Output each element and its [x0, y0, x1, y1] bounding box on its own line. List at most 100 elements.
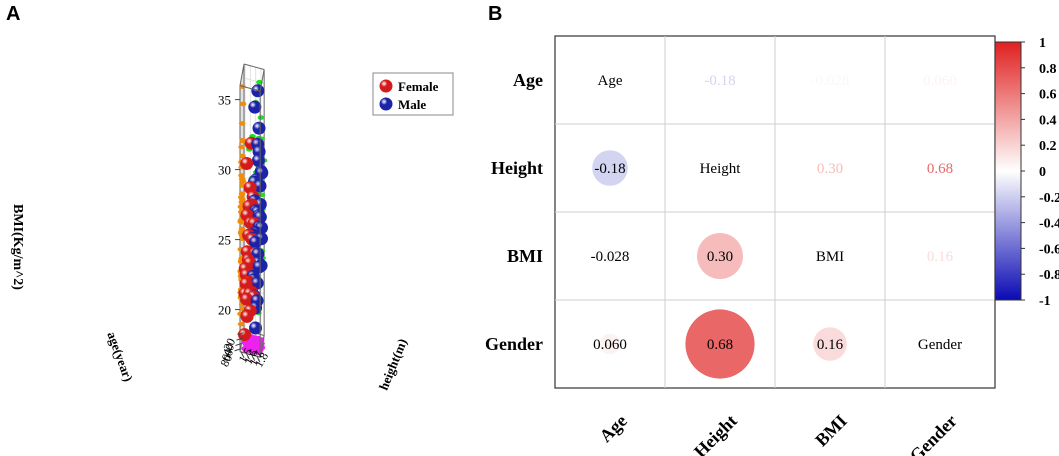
- axis-frame: [259, 69, 265, 92]
- z-tick-label: 30: [218, 163, 231, 178]
- axis-frame: [239, 351, 261, 358]
- axis-frame: [259, 335, 265, 358]
- projection-age-bmi-dot: [239, 137, 247, 143]
- diagonal-label: Gender: [918, 337, 962, 353]
- colorbar: [994, 41, 1022, 301]
- axis-frame: [243, 63, 265, 70]
- colorbar-tick-label: 0.2: [1039, 139, 1057, 154]
- projection-height-bmi-dot: [257, 115, 265, 120]
- colorbar-tick-label: 0.6: [1039, 88, 1057, 103]
- panel-label-a: A: [6, 3, 20, 25]
- projection-height-bmi-dot: [256, 79, 263, 85]
- colorbar-tick-label: -0.8: [1039, 268, 1059, 283]
- female-point: [238, 328, 251, 342]
- correlation-value: 0.16: [817, 337, 844, 353]
- x-tick-label: 40: [219, 341, 237, 358]
- correlation-circle: [603, 249, 617, 263]
- x-tick-label: 60: [218, 347, 236, 364]
- correlation-value-colored: 0.16: [927, 249, 954, 265]
- correlation-circle: [697, 233, 743, 279]
- projection-age-bmi-dot: [238, 191, 246, 197]
- projection-age-bmi-dot: [238, 121, 246, 126]
- column-label: Age: [595, 411, 630, 446]
- legend-female-marker: [379, 79, 393, 93]
- x-tick-label: 80: [217, 352, 235, 369]
- female-point: [240, 157, 254, 170]
- axis-frame: [239, 63, 245, 86]
- correlation-value-colored: -0.18: [704, 73, 735, 89]
- colorbar-tick-label: -0.6: [1039, 242, 1059, 257]
- projection-age-bmi-dot: [239, 153, 246, 159]
- row-label: Height: [491, 158, 543, 178]
- diagonal-label: Age: [598, 73, 623, 89]
- male-point: [251, 154, 265, 167]
- legend: Female Male: [372, 72, 454, 116]
- correlation-circle: [685, 309, 755, 379]
- panel-label-b: B: [488, 3, 502, 25]
- column-label: BMI: [811, 411, 851, 451]
- y-tick: [245, 353, 250, 360]
- axis-frame: [239, 85, 261, 92]
- diagonal-label: BMI: [816, 249, 844, 265]
- x-tick: [234, 348, 241, 352]
- z-tick-label: 25: [218, 233, 231, 248]
- projection-age-bmi-dot: [238, 195, 245, 200]
- projection-age-height-dot: [245, 348, 252, 353]
- z-tick-label: 20: [218, 303, 231, 318]
- row-label: Gender: [485, 334, 543, 354]
- y-tick: [251, 354, 256, 362]
- correlation-circle: [592, 150, 628, 186]
- correlation-value-colored: 0.060: [923, 73, 957, 89]
- colorbar-tick-label: 1: [1039, 36, 1046, 51]
- z-axis-title: BMI(Kg/m^2): [10, 204, 25, 290]
- projection-age-bmi-dot: [239, 101, 247, 107]
- projection-age-bmi-dot: [238, 144, 245, 150]
- correlation-value-colored: 0.30: [817, 161, 843, 177]
- colorbar-tick-label: 0: [1039, 165, 1046, 180]
- legend-male-label: Male: [398, 97, 426, 112]
- y-axis-title: height(m): [376, 336, 410, 392]
- colorbar-tick-label: -0.4: [1039, 217, 1059, 232]
- legend-male-marker: [379, 97, 393, 111]
- projection-age-bmi-dot: [237, 321, 245, 327]
- correlation-value: -0.028: [591, 249, 630, 265]
- correlation-value: 0.68: [707, 337, 733, 353]
- correlation-heatmap: Age -0.18 -0.028 0.060 -0.18 Height 0.30 0.68 -0…: [485, 35, 1059, 456]
- correlation-circle: [599, 333, 621, 355]
- colorbar-tick-label: 0.8: [1039, 62, 1057, 77]
- projection-age-bmi-dot: [238, 176, 246, 181]
- y-tick-label: 1.5: [236, 345, 256, 365]
- correlation-value: 0.30: [707, 249, 733, 265]
- female-point: [240, 309, 254, 323]
- legend-female-label: Female: [398, 79, 439, 94]
- colorbar-tick-label: -0.2: [1039, 191, 1059, 206]
- male-point: [252, 260, 266, 274]
- colorbar-tick-label: -1: [1039, 294, 1051, 309]
- column-label: Height: [690, 411, 741, 456]
- female-point: [240, 292, 254, 306]
- x-tick: [235, 343, 242, 346]
- row-label: BMI: [507, 246, 543, 266]
- y-tick-label: 1.8: [251, 350, 271, 370]
- correlation-value: 0.060: [593, 337, 627, 353]
- male-point: [249, 235, 262, 249]
- correlation-value: -0.18: [594, 161, 625, 177]
- projection-age-height-dot: [252, 346, 259, 352]
- x-tick: [236, 337, 243, 341]
- x-axis-title: age(year): [104, 329, 136, 383]
- male-point: [248, 100, 262, 114]
- column-label: Gender: [906, 411, 961, 456]
- diagonal-label: Height: [700, 161, 742, 177]
- male-point: [252, 121, 266, 135]
- x-tick: [237, 332, 244, 336]
- projection-age-bmi-dot: [237, 219, 244, 225]
- y-tick-label: 1.7: [246, 348, 266, 368]
- correlation-value-colored: -0.028: [811, 73, 850, 89]
- row-label: Age: [513, 70, 543, 90]
- projection-age-height-dot: [258, 341, 265, 346]
- y-tick: [240, 351, 245, 359]
- male-point: [249, 321, 262, 335]
- z-tick-label: 35: [218, 93, 231, 108]
